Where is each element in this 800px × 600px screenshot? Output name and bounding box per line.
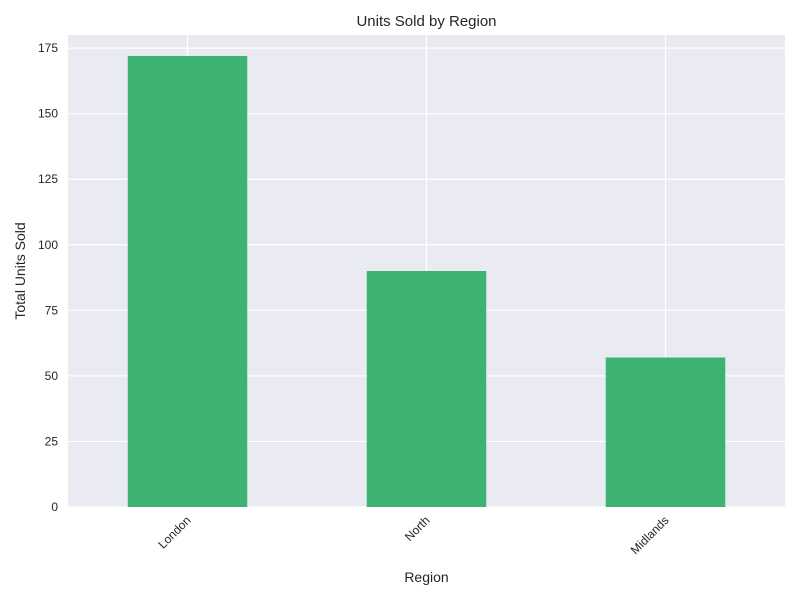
y-tick-label: 0 xyxy=(51,500,58,514)
y-tick-label: 175 xyxy=(38,41,58,55)
bar-midlands xyxy=(605,357,726,507)
y-tick-label: 50 xyxy=(45,369,59,383)
bar-london xyxy=(127,55,248,507)
bars xyxy=(127,55,726,507)
y-axis-title: Total Units Sold xyxy=(12,222,28,319)
x-axis-ticks: London North Midlands xyxy=(155,513,671,557)
y-tick-label: 100 xyxy=(38,238,58,252)
y-tick-label: 150 xyxy=(38,107,58,121)
y-tick-label: 25 xyxy=(45,434,59,448)
bar-north xyxy=(366,271,487,507)
x-tick-label: North xyxy=(402,513,433,544)
chart-title: Units Sold by Region xyxy=(356,13,496,30)
x-tick-label: Midlands xyxy=(628,513,672,557)
y-tick-label: 125 xyxy=(38,172,58,186)
y-tick-label: 75 xyxy=(45,303,59,317)
x-axis-title: Region xyxy=(404,569,448,585)
y-axis-ticks: 0 25 50 75 100 125 150 175 xyxy=(38,41,58,514)
x-tick-label: London xyxy=(155,513,193,551)
